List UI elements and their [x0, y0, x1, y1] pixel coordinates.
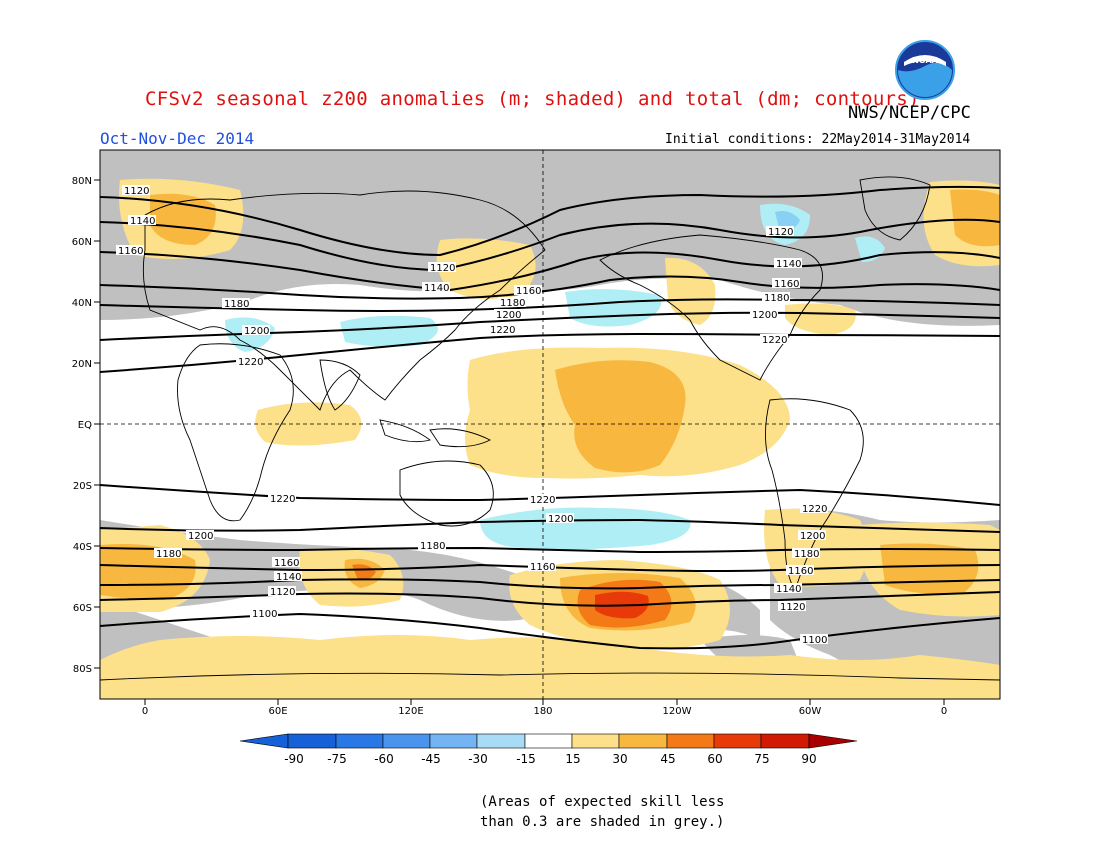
- contour-label: 1180: [224, 299, 249, 310]
- colorbar-label: -30: [468, 752, 488, 766]
- colorbar-label: -90: [284, 752, 304, 766]
- colorbar-swatch: [429, 733, 478, 749]
- footnote-line-2: than 0.3 are shaded in grey.): [480, 814, 725, 830]
- contour-label: 1120: [780, 602, 805, 613]
- colorbar-label: -15: [516, 752, 536, 766]
- coastlines: [100, 176, 1000, 681]
- lat-label: 20S: [73, 481, 92, 492]
- colorbar: -90 -75 -60 -45 -30 -15 15 30 45 60 75 9…: [239, 733, 858, 766]
- contour-label: 1180: [500, 298, 525, 309]
- contour-label: 1160: [118, 246, 143, 257]
- lat-label: EQ: [78, 420, 92, 431]
- contour-label: 1160: [530, 562, 555, 573]
- contour-label: 1220: [270, 494, 295, 505]
- contour-label: 1180: [794, 549, 819, 560]
- logo-text: NOAA: [912, 56, 938, 65]
- contour-label: 1140: [776, 584, 801, 595]
- contour-label-group: 1120 1140 1160 1120 1140 1160 1180 1200 …: [116, 185, 828, 646]
- lat-label: 80N: [72, 176, 92, 187]
- contour-label: 1140: [424, 283, 449, 294]
- lat-label: 80S: [73, 664, 92, 675]
- contour-label: 1200: [548, 514, 573, 525]
- contour-label: 1120: [768, 227, 793, 238]
- colorbar-swatch: [382, 733, 431, 749]
- contour-label: 1160: [516, 286, 541, 297]
- contour-label: 1200: [496, 310, 521, 321]
- contour-label: 1200: [800, 531, 825, 542]
- colorbar-swatch: [524, 733, 573, 749]
- contour-label: 1180: [420, 541, 445, 552]
- contour-label: 1140: [276, 572, 301, 583]
- colorbar-arrow-low: [239, 733, 289, 749]
- initial-conditions-label: Initial conditions: 22May2014-31May2014: [665, 132, 971, 147]
- colorbar-swatch: [335, 733, 384, 749]
- contour-label: 1200: [244, 326, 269, 337]
- lat-label: 40S: [73, 542, 92, 553]
- contour-label: 1180: [764, 293, 789, 304]
- contour-label: 1220: [238, 357, 263, 368]
- season-label: Oct-Nov-Dec 2014: [100, 129, 255, 148]
- contour-label: 1220: [762, 335, 787, 346]
- contour-label: 1160: [788, 566, 813, 577]
- map-shading: 1120 1140 1160 1120 1140 1160 1180 1200 …: [100, 150, 1000, 699]
- lon-label: 0: [142, 706, 148, 717]
- lat-label: 40N: [72, 298, 92, 309]
- noaa-logo: NOAA: [895, 40, 955, 100]
- contour-label: 1140: [130, 216, 155, 227]
- colorbar-label: -45: [421, 752, 441, 766]
- anomaly-map-figure: NOAA: [72, 40, 1001, 766]
- longitude-axis: 0 60E 120E 180 120W 60W 0: [142, 699, 947, 717]
- chart-title: CFSv2 seasonal z200 anomalies (m; shaded…: [145, 88, 920, 110]
- contour-label: 1180: [156, 549, 181, 560]
- lon-label: 60W: [799, 706, 822, 717]
- colorbar-label: 15: [565, 752, 580, 766]
- lon-label: 120W: [663, 706, 692, 717]
- contour-label: 1120: [270, 587, 295, 598]
- contour-label: 1220: [802, 504, 827, 515]
- colorbar-label: 75: [754, 752, 769, 766]
- colorbar-swatch: [666, 733, 715, 749]
- colorbar-swatch: [713, 733, 762, 749]
- colorbar-swatch: [571, 733, 620, 749]
- lon-label: 180: [533, 706, 552, 717]
- colorbar-label: -75: [327, 752, 347, 766]
- contour-label: 1100: [252, 609, 277, 620]
- contour-label: 1120: [124, 186, 149, 197]
- contour-label: 1200: [752, 310, 777, 321]
- colorbar-swatch: [618, 733, 668, 749]
- latitude-axis: 80N 60N 40N 20N EQ 20S 40S 60S 80S: [72, 176, 100, 675]
- colorbar-swatch: [760, 733, 810, 749]
- contour-label: 1160: [274, 558, 299, 569]
- contour-label: 1100: [802, 635, 827, 646]
- footnote-line-1: (Areas of expected skill less: [480, 794, 725, 810]
- contour-label: 1160: [774, 279, 799, 290]
- contour-label: 1220: [490, 325, 515, 336]
- colorbar-label: 60: [707, 752, 722, 766]
- lon-label: 120E: [398, 706, 423, 717]
- colorbar-swatch: [476, 733, 526, 749]
- colorbar-arrow-high: [808, 733, 858, 749]
- lat-label: 20N: [72, 359, 92, 370]
- colorbar-label: 90: [801, 752, 816, 766]
- agency-label: NWS/NCEP/CPC: [848, 103, 971, 123]
- contour-label: 1140: [776, 259, 801, 270]
- contour-label: 1200: [188, 531, 213, 542]
- contour-label: 1120: [430, 263, 455, 274]
- lat-label: 60S: [73, 603, 92, 614]
- lat-label: 60N: [72, 237, 92, 248]
- colorbar-label: -60: [374, 752, 394, 766]
- lon-label: 0: [941, 706, 947, 717]
- colorbar-label: 30: [612, 752, 627, 766]
- footnote: (Areas of expected skill less than 0.3 a…: [480, 792, 724, 832]
- colorbar-label: 45: [660, 752, 675, 766]
- contour-label: 1220: [530, 495, 555, 506]
- colorbar-swatch: [287, 733, 337, 749]
- lon-label: 60E: [268, 706, 287, 717]
